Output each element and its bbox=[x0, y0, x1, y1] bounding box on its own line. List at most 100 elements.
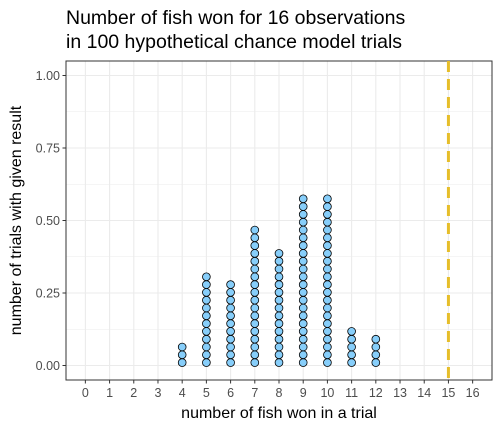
x-tick-label: 15 bbox=[441, 386, 455, 400]
x-tick-label: 1 bbox=[106, 386, 113, 400]
chart-title-line-2: in 100 hypothetical chance model trials bbox=[66, 31, 403, 53]
data-dot bbox=[226, 342, 235, 352]
data-dot bbox=[298, 303, 308, 313]
data-dot bbox=[323, 272, 332, 282]
data-dot bbox=[202, 272, 211, 282]
data-dot bbox=[298, 311, 308, 321]
data-dot bbox=[323, 311, 332, 321]
data-dot bbox=[177, 342, 187, 352]
data-dot bbox=[371, 350, 381, 360]
data-dot bbox=[298, 342, 308, 352]
data-dot bbox=[274, 249, 284, 258]
data-dot bbox=[323, 225, 332, 235]
data-dot bbox=[323, 319, 332, 328]
data-dot bbox=[298, 249, 308, 258]
y-axis-title: number of trials with given result bbox=[8, 105, 25, 335]
data-dot bbox=[226, 311, 235, 321]
x-tick-label: 11 bbox=[345, 386, 358, 400]
data-dot bbox=[226, 327, 235, 336]
data-dot bbox=[298, 350, 308, 360]
x-tick-label: 0 bbox=[82, 386, 89, 400]
data-dot bbox=[323, 350, 332, 360]
data-dot bbox=[202, 342, 211, 352]
data-dot bbox=[226, 295, 235, 305]
data-dot bbox=[250, 233, 260, 243]
data-dot bbox=[347, 334, 356, 344]
data-dot bbox=[298, 233, 308, 243]
data-dot bbox=[274, 358, 284, 367]
data-dot bbox=[250, 288, 260, 297]
data-dot bbox=[250, 225, 260, 235]
data-dot bbox=[274, 272, 284, 282]
x-tick-label: 5 bbox=[203, 386, 210, 400]
data-dot bbox=[323, 194, 332, 204]
data-dot bbox=[226, 288, 235, 297]
data-dot bbox=[323, 241, 332, 250]
data-dot bbox=[298, 202, 308, 211]
data-dot bbox=[250, 358, 260, 367]
y-tick-label: 0.25 bbox=[36, 286, 60, 300]
data-dot bbox=[250, 249, 260, 258]
data-dot bbox=[323, 358, 332, 367]
data-dot bbox=[298, 288, 308, 297]
data-dot bbox=[323, 303, 332, 313]
y-tick-label: 0.75 bbox=[36, 141, 60, 155]
x-tick-label: 16 bbox=[466, 386, 480, 400]
data-dot bbox=[371, 342, 381, 352]
data-dot bbox=[226, 358, 235, 367]
data-dot bbox=[202, 334, 211, 344]
data-dot bbox=[250, 280, 260, 289]
x-tick-label: 8 bbox=[276, 386, 283, 400]
x-tick-label: 4 bbox=[179, 386, 186, 400]
data-dot bbox=[250, 264, 260, 274]
data-dot bbox=[298, 334, 308, 344]
data-dot bbox=[274, 342, 284, 352]
data-dot bbox=[347, 327, 356, 336]
data-dot bbox=[250, 311, 260, 321]
data-dot bbox=[298, 327, 308, 336]
data-dot bbox=[250, 350, 260, 360]
data-dot bbox=[250, 319, 260, 328]
data-dot bbox=[274, 288, 284, 297]
data-dot bbox=[298, 210, 308, 219]
data-dot bbox=[371, 334, 381, 344]
x-tick-label: 2 bbox=[130, 386, 137, 400]
x-axis-title: number of fish won in a trial bbox=[181, 405, 377, 422]
data-dot bbox=[226, 334, 235, 344]
data-dot bbox=[202, 311, 211, 321]
data-dot bbox=[323, 264, 332, 274]
data-dot bbox=[298, 217, 308, 227]
data-dot bbox=[202, 327, 211, 336]
data-dot bbox=[274, 334, 284, 344]
data-dot bbox=[226, 280, 235, 289]
data-dot bbox=[250, 272, 260, 282]
chart-title-line-1: Number of fish won for 16 observations bbox=[66, 7, 406, 29]
x-tick-label: 9 bbox=[300, 386, 307, 400]
x-tick-label: 6 bbox=[227, 386, 234, 400]
data-dot bbox=[323, 202, 332, 211]
data-dot bbox=[298, 225, 308, 235]
data-dot bbox=[323, 233, 332, 243]
x-tick-label: 14 bbox=[417, 386, 431, 400]
axes: 0.000.250.500.751.000 1 2 3 4 5 6 7 8 9 10 11 12 13 14… bbox=[36, 69, 480, 400]
data-dot bbox=[250, 327, 260, 336]
data-dot bbox=[298, 295, 308, 305]
data-dot bbox=[323, 334, 332, 344]
data-dot bbox=[274, 327, 284, 336]
data-dot bbox=[323, 327, 332, 336]
data-dot bbox=[177, 358, 187, 367]
data-dot bbox=[347, 358, 356, 367]
data-dot bbox=[323, 295, 332, 305]
chart-title: Number of fish won for 16 observations i… bbox=[66, 6, 405, 54]
data-dot bbox=[298, 272, 308, 282]
data-dot bbox=[298, 256, 308, 266]
x-tick-label: 13 bbox=[393, 386, 407, 400]
data-dot bbox=[323, 288, 332, 297]
data-dot bbox=[250, 256, 260, 266]
data-dot bbox=[177, 350, 187, 360]
x-tick-label: 10 bbox=[320, 386, 334, 400]
dots-layer bbox=[177, 194, 381, 367]
y-tick-label: 0.50 bbox=[36, 214, 60, 228]
y-tick-label: 0.00 bbox=[36, 359, 60, 373]
data-dot bbox=[347, 350, 356, 360]
